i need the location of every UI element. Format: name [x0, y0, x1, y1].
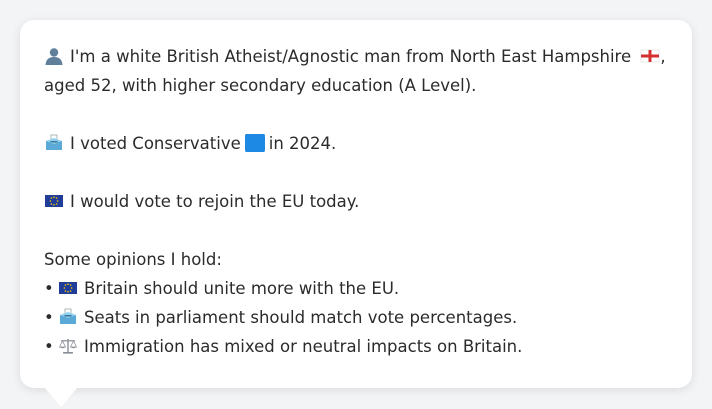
opinions-heading: Some opinions I hold:	[44, 250, 222, 269]
person-silhouette-icon	[44, 47, 64, 65]
opinion-text: Immigration has mixed or neutral impacts…	[84, 337, 523, 356]
ballot-box-icon	[58, 308, 78, 326]
scales-icon	[58, 337, 78, 355]
ballot-box-icon	[44, 134, 64, 152]
opinion-item: • Britain should unite more with the EU.	[44, 274, 684, 303]
intro-line-2: aged 52, with higher secondary education…	[44, 76, 477, 95]
intro-comma: ,	[660, 47, 666, 66]
bullet-marker: •	[44, 337, 54, 356]
vote-year-text: in 2024.	[268, 134, 337, 153]
bullet-marker: •	[44, 279, 54, 298]
intro-line-1: I'm a white British Atheist/Agnostic man…	[44, 42, 684, 71]
opinion-item: • Seats in parliament should match vote …	[44, 303, 684, 332]
opinion-text: Britain should unite more with the EU.	[84, 279, 400, 298]
bullet-marker: •	[44, 308, 54, 327]
bubble-tail	[44, 387, 78, 407]
blue-square-icon	[244, 134, 265, 152]
opinion-text: Seats in parliament should match vote pe…	[84, 308, 518, 327]
vote-text: I voted Conservative	[70, 134, 241, 153]
england-flag-icon	[640, 47, 660, 65]
opinion-item: • Immigration has mixed or neutral impac…	[44, 332, 684, 361]
eu-stance-line: I would vote to rejoin the EU today.	[44, 187, 684, 216]
eu-flag-icon	[58, 279, 78, 297]
message-bubble	[20, 20, 692, 388]
eu-flag-icon	[44, 192, 64, 210]
message-content: I'm a white British Atheist/Agnostic man…	[44, 42, 684, 361]
eu-stance-text: I would vote to rejoin the EU today.	[70, 192, 360, 211]
intro-text-1: I'm a white British Atheist/Agnostic man…	[70, 47, 632, 66]
vote-line: I voted Conservative in 2024.	[44, 129, 684, 158]
